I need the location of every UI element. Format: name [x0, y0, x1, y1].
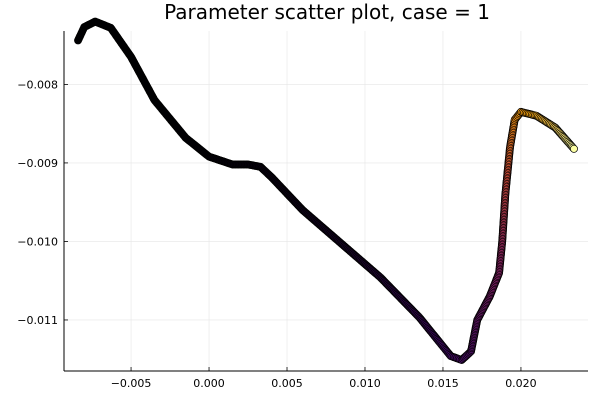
- x-tick-label-0: −0.005: [111, 377, 152, 390]
- ticks-layer: −0.005 0.000 0.005 0.010 0.015 0.020 −0.008 −0.…: [17, 78, 536, 390]
- x-tick-label-5: 0.020: [505, 377, 537, 390]
- x-tick-label-1: 0.000: [193, 377, 225, 390]
- x-tick-label-4: 0.015: [427, 377, 459, 390]
- y-tick-label-2: −0.010: [17, 235, 58, 248]
- y-tick-label-1: −0.009: [17, 157, 58, 170]
- points-layer: [74, 17, 578, 364]
- axis-layer: [63, 31, 588, 372]
- y-tick-label-0: −0.008: [17, 78, 58, 91]
- x-tick-label-2: 0.005: [271, 377, 303, 390]
- scatter-point: [570, 144, 578, 153]
- x-tick-label-3: 0.010: [349, 377, 381, 390]
- y-tick-label-3: −0.011: [17, 314, 58, 327]
- chart-title: Parameter scatter plot, case = 1: [164, 0, 490, 24]
